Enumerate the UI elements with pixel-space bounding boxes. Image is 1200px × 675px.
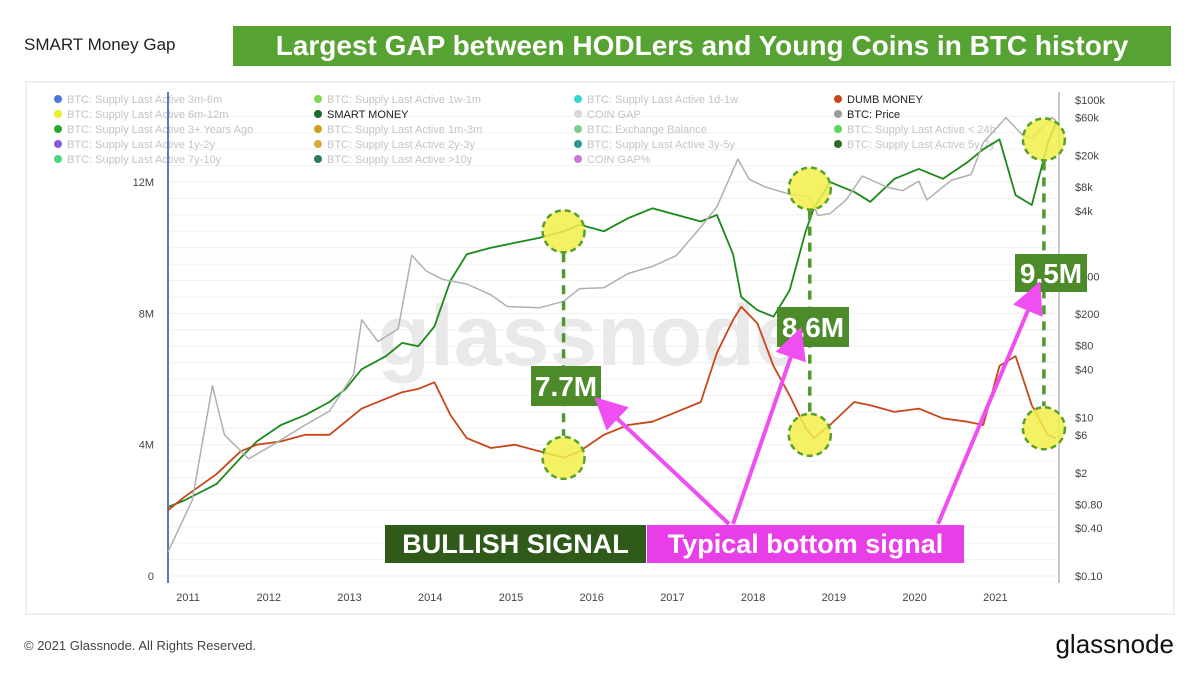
x-tick-label: 2020 bbox=[902, 592, 926, 604]
smart-money-line bbox=[167, 122, 1057, 508]
dumb-money-marker bbox=[1021, 406, 1067, 451]
x-tick-label: 2014 bbox=[418, 592, 442, 604]
typical-signal-box bbox=[647, 525, 964, 563]
y-right-tick-label: $0.80 bbox=[1075, 499, 1103, 511]
legend-dot bbox=[314, 155, 322, 163]
legend-dot bbox=[834, 110, 842, 118]
x-tick-label: 2021 bbox=[983, 592, 1007, 604]
series bbox=[167, 116, 1057, 553]
legend-label[interactable]: COIN GAP% bbox=[587, 154, 651, 166]
legend-dot bbox=[54, 110, 62, 118]
y-right-tick-label: $80 bbox=[1075, 341, 1093, 353]
brand-logo[interactable]: glassnode bbox=[1055, 629, 1174, 659]
legend-label[interactable]: DUMB MONEY bbox=[847, 94, 923, 106]
legend-dot bbox=[574, 95, 582, 103]
legend-dot bbox=[574, 140, 582, 148]
legend-dot bbox=[54, 140, 62, 148]
y-right-tick-label: $100k bbox=[1075, 95, 1105, 107]
legend-label[interactable]: BTC: Supply Last Active 1y-2y bbox=[67, 139, 215, 151]
legend-label[interactable]: BTC: Supply Last Active 7y-10y bbox=[67, 154, 222, 166]
x-tick-label: 2017 bbox=[660, 592, 684, 604]
y-right-tick-label: $40 bbox=[1075, 365, 1093, 377]
legend: BTC: Supply Last Active 3m-6m BTC: Supply… bbox=[54, 94, 996, 166]
legend-label[interactable]: BTC: Supply Last Active 2y-3y bbox=[327, 139, 475, 151]
legend-dot bbox=[834, 140, 842, 148]
legend-label[interactable]: BTC: Supply Last Active < 24h bbox=[847, 124, 996, 136]
gap-value-label: 7.7M bbox=[535, 371, 597, 402]
dumb-money-marker bbox=[541, 435, 586, 481]
dumb-money-marker bbox=[787, 412, 833, 458]
legend-dot bbox=[574, 125, 582, 133]
legend-label[interactable]: BTC: Price bbox=[847, 109, 900, 121]
y-right-tick-label: $60k bbox=[1075, 113, 1099, 125]
legend-dot bbox=[314, 110, 322, 118]
x-tick-label: 2016 bbox=[579, 592, 603, 604]
legend-dot bbox=[314, 95, 322, 103]
legend-label[interactable]: BTC: Supply Last Active 1w-1m bbox=[327, 94, 481, 106]
legend-label[interactable]: SMART MONEY bbox=[327, 109, 409, 121]
y-right-tick-label: $0.40 bbox=[1075, 523, 1103, 535]
y-right-tick-label: $8k bbox=[1075, 182, 1093, 194]
smart-money-marker bbox=[787, 166, 833, 211]
x-tick-label: 2013 bbox=[337, 592, 361, 604]
legend-label[interactable]: BTC: Exchange Balance bbox=[587, 124, 707, 136]
legend-dot bbox=[54, 155, 62, 163]
typical-signal-label: Typical bottom signal bbox=[668, 529, 944, 559]
banner-title: Largest GAP between HODLers and Young Co… bbox=[276, 30, 1129, 61]
x-tick-label: 2015 bbox=[499, 592, 523, 604]
x-tick-label: 2018 bbox=[741, 592, 765, 604]
smart-money-marker bbox=[541, 209, 586, 254]
y-left-tick-label: 12M bbox=[133, 177, 154, 189]
legend-dot bbox=[574, 155, 582, 163]
page-title: SMART Money Gap bbox=[24, 35, 176, 54]
y-right-tick-label: $4k bbox=[1075, 206, 1093, 218]
y-left-tick-label: 4M bbox=[139, 440, 154, 452]
legend-dot bbox=[54, 125, 62, 133]
gap-value-label: 9.5M bbox=[1020, 258, 1082, 289]
legend-label[interactable]: BTC: Supply Last Active >10y bbox=[327, 154, 473, 166]
legend-label[interactable]: BTC: Supply Last Active 6m-12m bbox=[67, 109, 228, 121]
x-tick-label: 2019 bbox=[822, 592, 846, 604]
btc-price-line bbox=[167, 116, 1057, 553]
legend-dot bbox=[314, 140, 322, 148]
legend-dot bbox=[834, 125, 842, 133]
y-right-tick-label: $200 bbox=[1075, 309, 1099, 321]
legend-label[interactable]: COIN GAP bbox=[587, 109, 641, 121]
y-right-tick-label: $10 bbox=[1075, 412, 1093, 424]
smart-money-marker bbox=[1021, 117, 1067, 162]
dumb-money-line bbox=[167, 305, 1057, 511]
legend-label[interactable]: BTC: Supply Last Active 3y-5y bbox=[587, 139, 735, 151]
legend-label[interactable]: BTC: Supply Last Active 3m-6m bbox=[67, 94, 222, 106]
y-left-tick-label: 8M bbox=[139, 308, 154, 320]
pointer-arrow bbox=[594, 397, 731, 526]
footer-copyright: © 2021 Glassnode. All Rights Reserved. bbox=[24, 638, 256, 653]
x-tick-label: 2012 bbox=[257, 592, 281, 604]
legend-label[interactable]: BTC: Supply Last Active 5y-7y bbox=[847, 139, 995, 151]
y-right-tick-label: $6 bbox=[1075, 430, 1087, 442]
legend-dot bbox=[574, 110, 582, 118]
gap-value-label: 8.6M bbox=[782, 312, 844, 343]
legend-label[interactable]: BTC: Supply Last Active 1d-1w bbox=[587, 94, 738, 106]
legend-dot bbox=[54, 95, 62, 103]
banner-background bbox=[233, 26, 1171, 66]
pointer-arrow bbox=[936, 281, 1043, 525]
y-right-tick-label: $0.10 bbox=[1075, 571, 1103, 583]
legend-dot bbox=[314, 125, 322, 133]
x-tick-label: 2011 bbox=[176, 592, 200, 604]
axes: 2011 2012 2013 2014 2015 2016 2017 2018 2019 2020… bbox=[133, 95, 1106, 604]
bullish-signal-label: BULLISH SIGNAL bbox=[402, 529, 629, 559]
bullish-signal-box bbox=[385, 525, 646, 563]
annotations: 7.7M 8.6M 9.5M BULLISH SIGNAL Typical bottom… bbox=[385, 117, 1087, 563]
y-right-tick-label: $2 bbox=[1075, 468, 1087, 480]
y-left-tick-label: 0 bbox=[148, 571, 154, 583]
legend-label[interactable]: BTC: Supply Last Active 1m-3m bbox=[327, 124, 482, 136]
legend-dot bbox=[834, 95, 842, 103]
y-right-tick-label: $20k bbox=[1075, 150, 1099, 162]
legend-label[interactable]: BTC: Supply Last Active 3+ Years Ago bbox=[67, 124, 253, 136]
gap-value-box bbox=[531, 366, 601, 406]
pointer-arrow bbox=[731, 326, 806, 525]
